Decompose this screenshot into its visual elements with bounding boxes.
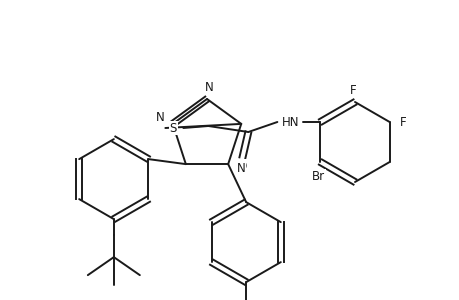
Text: N: N — [236, 162, 245, 175]
Text: N: N — [155, 111, 164, 124]
Text: S: S — [169, 122, 177, 134]
Text: F: F — [399, 116, 406, 128]
Text: HN: HN — [281, 116, 298, 128]
Text: Br: Br — [311, 169, 324, 182]
Text: F: F — [349, 83, 356, 97]
Text: N: N — [204, 80, 213, 94]
Text: O: O — [237, 160, 246, 172]
